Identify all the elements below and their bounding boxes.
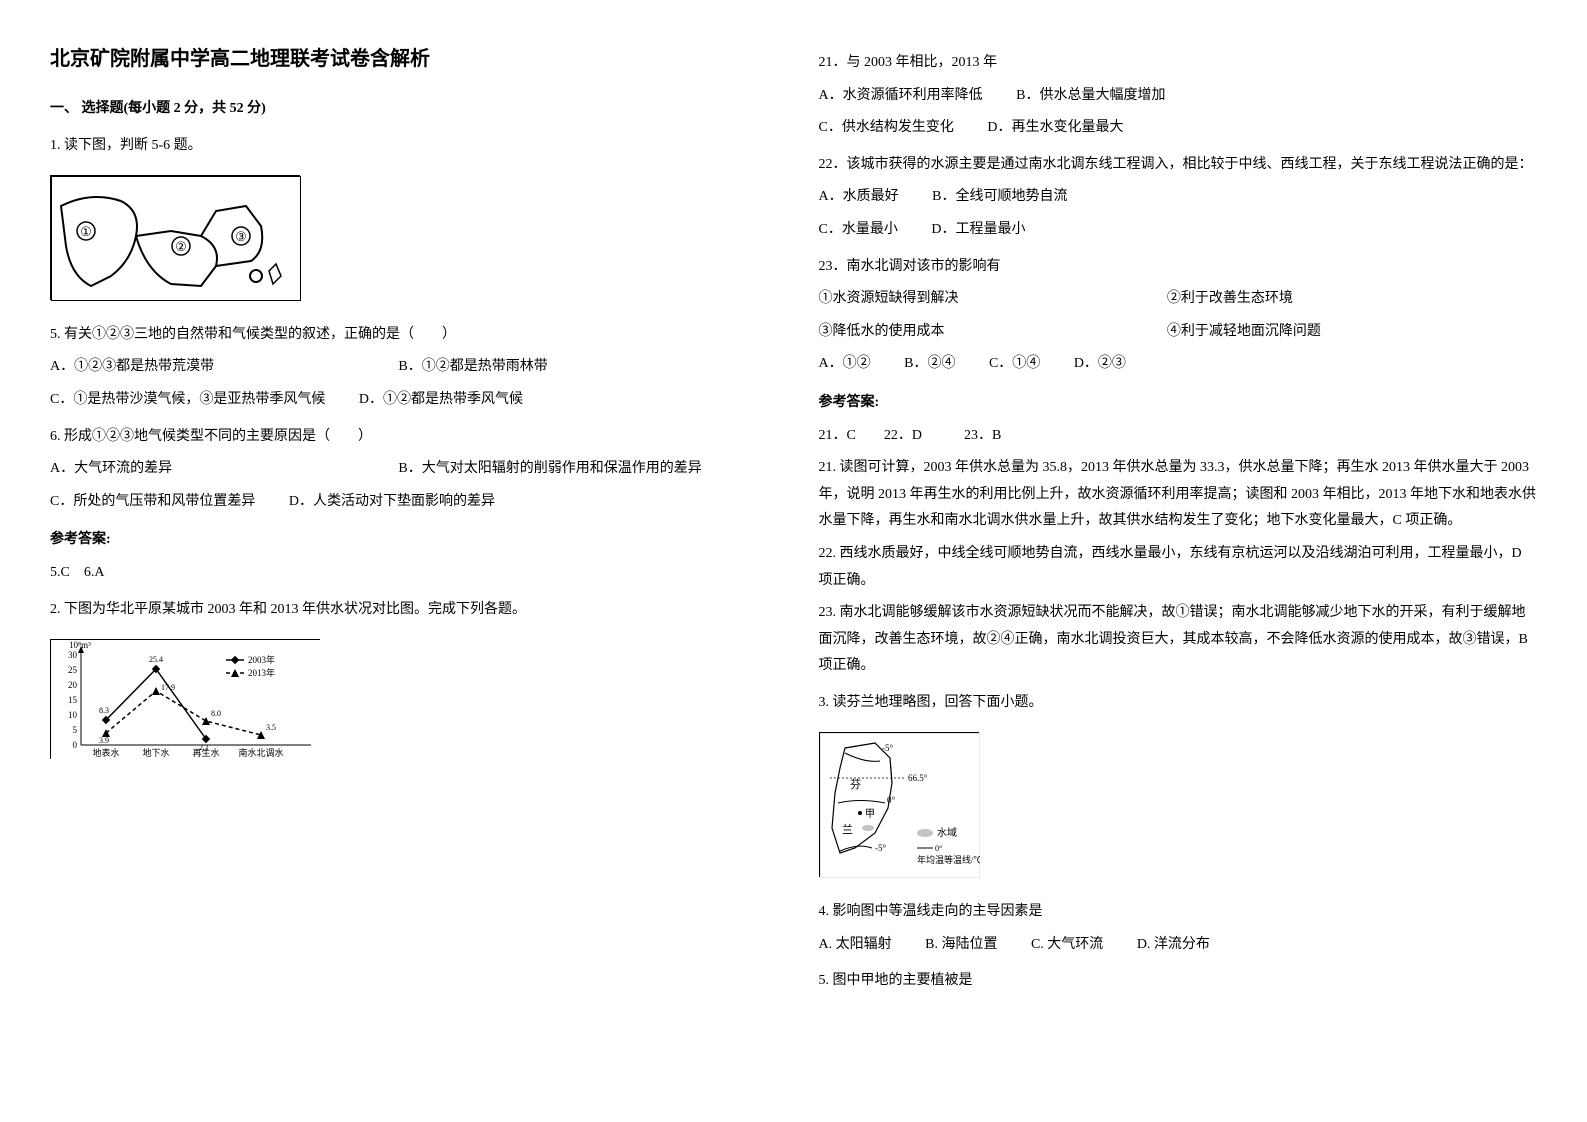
q2-stem: 2. 下图为华北平原某城市 2003 年和 2013 年供水状况对比图。完成下列… — [50, 597, 769, 624]
q23-item1: ①水资源短缺得到解决 — [819, 286, 1164, 313]
country-lan: 兰 — [842, 823, 853, 836]
q6-options-row2: C．所处的气压带和风带位置差异 D．人类活动对下垫面影响的差异 — [50, 489, 769, 516]
iso-neg5: -5° — [875, 843, 886, 853]
map-label-3: ③ — [235, 229, 247, 244]
q22-d: D．工程量最小 — [931, 217, 1025, 244]
svg-text:25: 25 — [68, 665, 78, 675]
q22-row1: A．水质最好 B．全线可顺地势自流 — [819, 184, 1538, 211]
iso-0: 0° — [887, 795, 896, 805]
q5-opt-a: A．①②③都是热带荒漠带 — [50, 354, 395, 381]
q23-a: A．①② — [819, 351, 871, 378]
q22-c: C．水量最小 — [819, 217, 898, 244]
q6-opt-d: D．人类活动对下垫面影响的差异 — [289, 489, 495, 516]
q1-answer-label: 参考答案: — [50, 527, 769, 554]
q23-opts: A．①② B．②④ C．①④ D．②③ — [819, 351, 1538, 378]
svg-text:南水北调水: 南水北调水 — [238, 747, 283, 758]
q3-q5-stem: 5. 图中甲地的主要植被是 — [819, 968, 1538, 995]
q6-opt-b: B．大气对太阳辐射的削弱作用和保温作用的差异 — [398, 456, 743, 483]
q23-items1: ①水资源短缺得到解决 ②利于改善生态环境 — [819, 286, 1538, 313]
svg-text:2.1: 2.1 — [199, 743, 209, 752]
left-column: 北京矿院附属中学高二地理联考试卷含解析 一、 选择题(每小题 2 分，共 52 … — [50, 40, 769, 1001]
svg-text:2003年: 2003年 — [248, 654, 275, 665]
svg-text:2013年: 2013年 — [248, 667, 275, 678]
svg-text:17.9: 17.9 — [161, 683, 175, 692]
svg-text:0: 0 — [73, 740, 78, 750]
map-label-1: ① — [80, 224, 92, 239]
exp22: 22. 西线水质最好，中线全线可顺地势自流，西线水量最小，东线有京杭运河以及沿线… — [819, 541, 1538, 594]
q23-d: D．②③ — [1074, 351, 1126, 378]
svg-text:0°: 0° — [935, 844, 942, 853]
q21-c: C．供水结构发生变化 — [819, 115, 954, 142]
q22-row2: C．水量最小 D．工程量最小 — [819, 217, 1538, 244]
lon-label: -5° — [882, 743, 893, 753]
legend-isotherm: 年均温等温线/℃ — [917, 854, 980, 865]
svg-text:8.3: 8.3 — [99, 706, 109, 715]
q21-b: B．供水总量大幅度增加 — [1016, 83, 1165, 110]
svg-text:地表水: 地表水 — [92, 747, 119, 758]
svg-text:地下水: 地下水 — [142, 747, 169, 758]
q6-stem: 6. 形成①②③地气候类型不同的主要原因是（ ） — [50, 424, 769, 451]
q23-stem: 23．南水北调对该市的影响有 — [819, 254, 1538, 281]
q23-items2: ③降低水的使用成本 ④利于减轻地面沉降问题 — [819, 319, 1538, 346]
q5-opt-c: C．①是热带沙漠气候，③是亚热带季风气候 — [50, 387, 325, 414]
q6-options-row1: A．大气环流的差异 B．大气对太阳辐射的削弱作用和保温作用的差异 — [50, 456, 769, 483]
q5-stem: 5. 有关①②③三地的自然带和气候类型的叙述，正确的是（ ） — [50, 322, 769, 349]
q4-a: A. 太阳辐射 — [819, 932, 892, 959]
svg-text:3.9: 3.9 — [99, 736, 109, 745]
q21-d: D．再生水变化量最大 — [987, 115, 1123, 142]
legend-water: 水域 — [937, 826, 957, 839]
q21-a: A．水资源循环利用率降低 — [819, 83, 983, 110]
lat-label: 66.5° — [908, 773, 928, 783]
q5-opt-b: B．①②都是热带雨林带 — [398, 354, 743, 381]
q1-map-image: ① ② ③ — [50, 175, 300, 300]
q6-opt-c: C．所处的气压带和风带位置差异 — [50, 489, 255, 516]
svg-text:25.4: 25.4 — [149, 655, 163, 664]
map-label-2: ② — [175, 239, 187, 254]
svg-text:10⁸m³: 10⁸m³ — [69, 640, 91, 650]
q4-c: C. 大气环流 — [1031, 932, 1103, 959]
q23-item4: ④利于减轻地面沉降问题 — [1167, 319, 1512, 346]
q4-stem: 4. 影响图中等温线走向的主导因素是 — [819, 899, 1538, 926]
q23-item2: ②利于改善生态环境 — [1167, 286, 1512, 313]
q21-stem: 21．与 2003 年相比，2013 年 — [819, 50, 1538, 77]
svg-text:15: 15 — [68, 695, 78, 705]
section-header: 一、 选择题(每小题 2 分，共 52 分) — [50, 96, 769, 123]
q5-options-row1: A．①②③都是热带荒漠带 B．①②都是热带雨林带 — [50, 354, 769, 381]
q5-opt-d: D．①②都是热带季风气候 — [359, 387, 523, 414]
q22-stem: 22．该城市获得的水源主要是通过南水北调东线工程调入，相比较于中线、西线工程，关… — [819, 152, 1538, 179]
q23-c: C．①④ — [989, 351, 1040, 378]
q4-d: D. 洋流分布 — [1137, 932, 1210, 959]
exp23: 23. 南水北调能够缓解该市水资源短缺状况而不能解决，故①错误；南水北调能够减少… — [819, 600, 1538, 680]
svg-text:8.0: 8.0 — [211, 709, 221, 718]
q21-row1: A．水资源循环利用率降低 B．供水总量大幅度增加 — [819, 83, 1538, 110]
q3-stem: 3. 读芬兰地理略图，回答下面小题。 — [819, 690, 1538, 717]
q4-opts: A. 太阳辐射 B. 海陆位置 C. 大气环流 D. 洋流分布 — [819, 932, 1538, 959]
svg-text:5: 5 — [73, 725, 78, 735]
right-answers: 21．C 22．D 23．B — [819, 423, 1538, 450]
q2-chart: 0 5 10 15 20 25 30 10⁸m³ 地表水 地下水 再生水 南水北… — [50, 639, 320, 759]
q5-options-row2: C．①是热带沙漠气候，③是亚热带季风气候 D．①②都是热带季风气候 — [50, 387, 769, 414]
q6-opt-a: A．大气环流的差异 — [50, 456, 395, 483]
svg-text:3.5: 3.5 — [266, 723, 276, 732]
finland-map: -5° 66.5° 0° 甲 芬 兰 -5° 水域 0° 年均温等温线/℃ — [819, 732, 979, 877]
q1-stem: 1. 读下图，判断 5-6 题。 — [50, 133, 769, 160]
svg-text:10: 10 — [68, 710, 78, 720]
svg-text:20: 20 — [68, 680, 78, 690]
page-title: 北京矿院附属中学高二地理联考试卷含解析 — [50, 40, 769, 78]
country-fin: 芬 — [850, 778, 861, 791]
q23-item3: ③降低水的使用成本 — [819, 319, 1164, 346]
exp21: 21. 读图可计算，2003 年供水总量为 35.8，2013 年供水总量为 3… — [819, 455, 1538, 535]
right-answer-label: 参考答案: — [819, 390, 1538, 417]
q22-a: A．水质最好 — [819, 184, 899, 211]
svg-text:30: 30 — [68, 650, 78, 660]
q22-b: B．全线可顺地势自流 — [932, 184, 1067, 211]
right-column: 21．与 2003 年相比，2013 年 A．水资源循环利用率降低 B．供水总量… — [819, 40, 1538, 1001]
q1-answer: 5.C 6.A — [50, 560, 769, 587]
q21-row2: C．供水结构发生变化 D．再生水变化量最大 — [819, 115, 1538, 142]
q4-b: B. 海陆位置 — [925, 932, 997, 959]
point-jia: 甲 — [865, 809, 875, 820]
q23-b: B．②④ — [904, 351, 955, 378]
